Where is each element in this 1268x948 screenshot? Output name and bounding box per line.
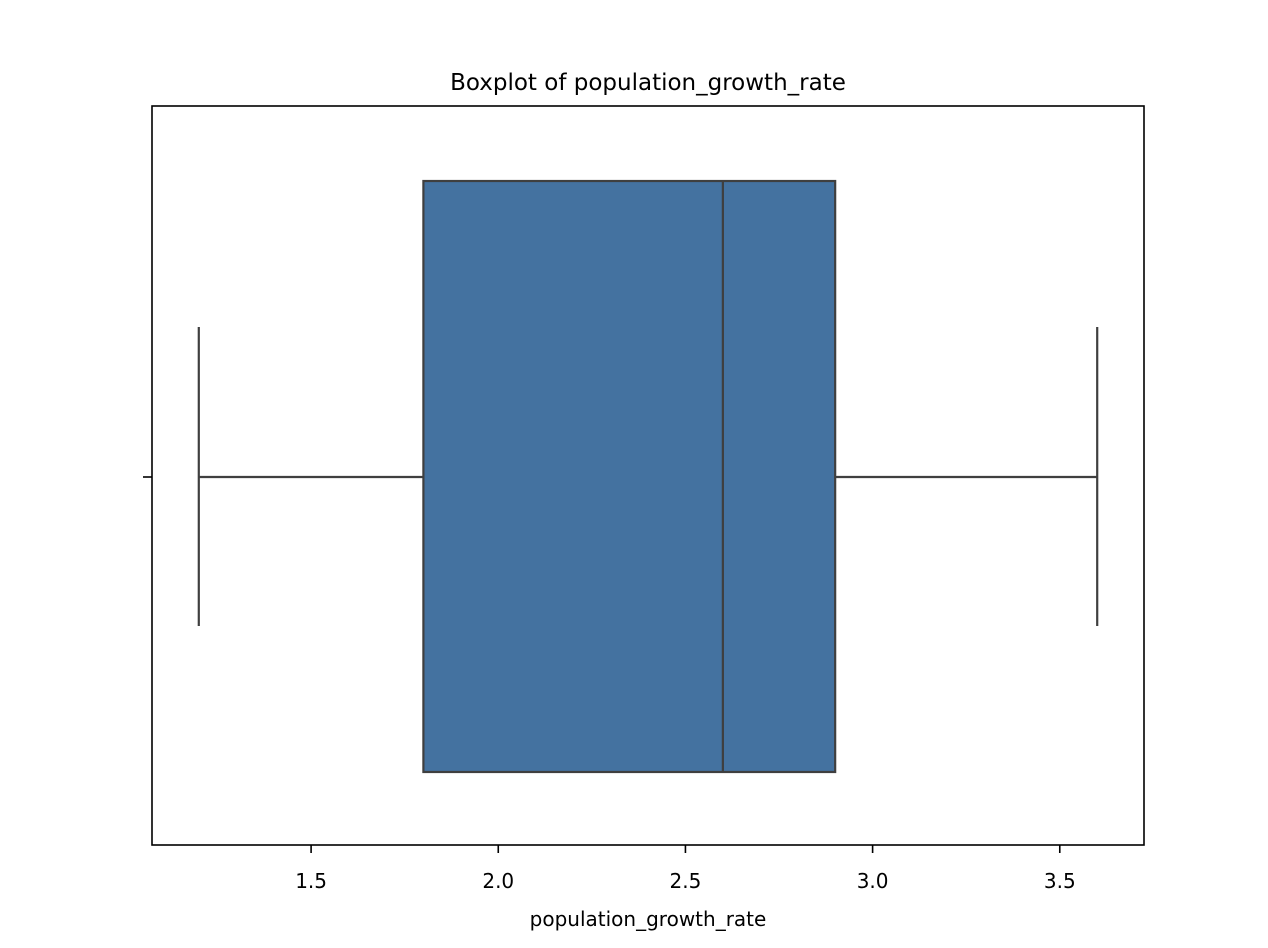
plot-marks [197, 179, 1099, 774]
x-tick-label: 3.5 [1044, 869, 1076, 893]
interquartile-box [422, 179, 837, 774]
x-axis-label: population_growth_rate [530, 907, 767, 931]
plot-area-frame [151, 105, 1145, 846]
x-tick-label: 1.5 [295, 869, 327, 893]
x-tick-label: 2.0 [482, 869, 514, 893]
x-tick-label: 3.0 [857, 869, 889, 893]
x-axis-ticks: 1.5 2.0 2.5 3.0 3.5 [295, 845, 1076, 893]
x-tick-label: 2.5 [670, 869, 702, 893]
chart-title: Boxplot of population_growth_rate [450, 70, 846, 96]
